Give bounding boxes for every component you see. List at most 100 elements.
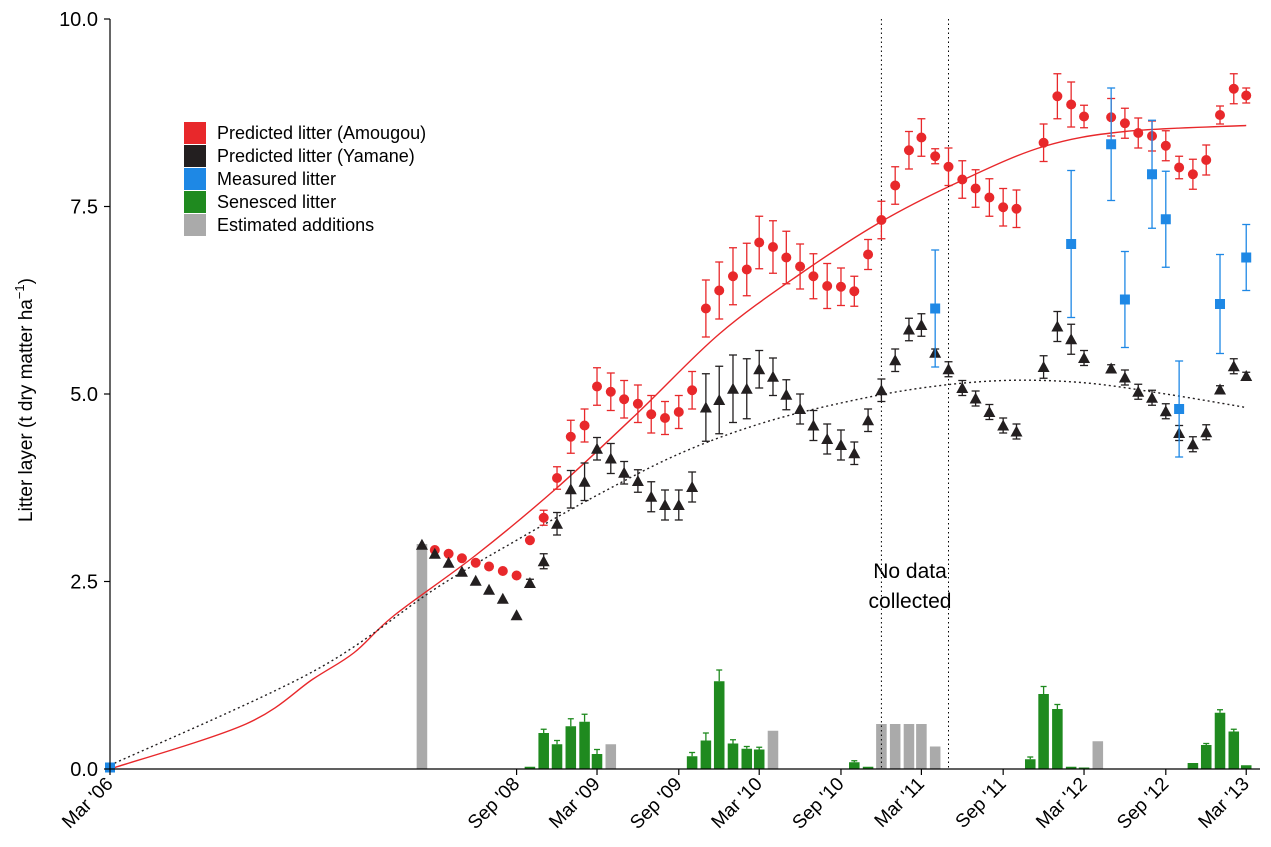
estimated-additions-bar — [876, 724, 887, 769]
predicted-litter-amougou-point — [903, 145, 914, 156]
senesced-litter-bar — [727, 743, 739, 769]
estimated-additions-bar — [929, 746, 941, 769]
predicted-litter-amougou-point — [524, 535, 535, 546]
senesced-litter-bar — [849, 762, 860, 769]
estimated-additions-bar — [416, 544, 428, 769]
legend-label: Estimated additions — [217, 215, 374, 235]
predicted-litter-amougou-point — [497, 566, 508, 576]
predicted-litter-yamane-point — [875, 384, 888, 396]
y-tick-label: 5.0 — [70, 384, 98, 406]
senesced-litter-bar — [700, 740, 712, 769]
predicted-litter-yamane-point — [1146, 391, 1159, 403]
predicted-litter-amougou-point — [1174, 162, 1185, 173]
predicted-litter-amougou-point — [714, 285, 725, 296]
predicted-litter-yamane-point — [537, 555, 550, 567]
predicted-litter-yamane-point — [889, 354, 902, 366]
predicted-litter-yamane-point — [807, 419, 820, 431]
predicted-litter-yamane-point — [1186, 438, 1199, 450]
predicted-litter-amougou-point — [943, 161, 954, 172]
senesced-litter-bar — [1187, 763, 1199, 769]
senesced-litter-bar — [591, 754, 603, 769]
predicted-litter-amougou-point — [646, 409, 657, 420]
y-axis-label-superscript: −1 — [12, 284, 27, 299]
predicted-litter-yamane-point — [469, 574, 482, 586]
x-tick-label: Sep '11 — [952, 774, 1011, 833]
predicted-litter-amougou-point — [1201, 155, 1212, 165]
legend: Predicted litter (Amougou) Predicted litt… — [184, 122, 426, 236]
predicted-litter-yamane-point — [753, 363, 766, 375]
yamane-fit-curve — [109, 379, 1247, 766]
x-tick-label: Mar '11 — [871, 774, 929, 832]
legend-swatch — [184, 168, 206, 190]
measured-litter-point — [1215, 299, 1226, 309]
predicted-litter-amougou-point — [1133, 128, 1144, 138]
senesced-litter-bar — [686, 756, 698, 769]
bar-layer — [416, 544, 1252, 769]
predicted-litter-yamane-point — [1159, 405, 1172, 417]
predicted-litter-yamane-point — [523, 577, 536, 588]
predicted-litter-amougou-point — [1241, 90, 1252, 101]
predicted-litter-amougou-point — [876, 215, 887, 225]
predicted-litter-amougou-point — [619, 394, 630, 405]
estimated-additions-bar — [889, 724, 901, 769]
predicted-litter-yamane-point — [578, 475, 591, 487]
predicted-litter-amougou-point — [538, 512, 549, 523]
predicted-litter-yamane-point — [1105, 362, 1118, 374]
legend-swatch — [184, 191, 206, 213]
predicted-litter-yamane-point — [699, 401, 712, 413]
predicted-litter-amougou-point — [727, 271, 738, 282]
predicted-litter-yamane-point — [415, 538, 428, 550]
predicted-litter-amougou-point — [741, 264, 752, 275]
measured-litter-point — [1066, 239, 1077, 249]
predicted-litter-yamane-point — [659, 499, 672, 510]
predicted-litter-amougou-point — [484, 561, 495, 572]
predicted-litter-yamane-point — [591, 442, 604, 454]
predicted-litter-amougou-point — [1215, 110, 1226, 120]
predicted-litter-yamane-point — [551, 517, 564, 529]
predicted-litter-yamane-point — [834, 439, 847, 450]
predicted-litter-yamane-point — [821, 433, 834, 444]
senesced-litter-bar — [551, 744, 563, 769]
predicted-litter-yamane-point — [1132, 385, 1145, 397]
x-tick-label: Sep '12 — [1113, 774, 1173, 834]
predicted-litter-yamane-point — [1118, 371, 1131, 383]
x-tick-label: Mar '09 — [545, 774, 604, 833]
predicted-litter-amougou-point — [605, 386, 616, 397]
x-tick-label: Mar '13 — [1195, 774, 1254, 833]
predicted-litter-amougou-point — [795, 261, 806, 272]
predicted-litter-yamane-point — [618, 466, 631, 478]
y-tick-label: 2.5 — [70, 572, 98, 594]
y-axis-label: Litter layer (t dry matter ha−1) — [12, 278, 37, 522]
predicted-litter-amougou-point — [849, 286, 860, 297]
senesced-litter-bar — [1200, 745, 1212, 769]
predicted-litter-amougou-point — [781, 252, 792, 263]
predicted-litter-amougou-point — [1187, 169, 1198, 180]
fit-curve-layer — [109, 124, 1247, 770]
predicted-litter-amougou-point — [687, 385, 698, 396]
senesced-litter-bar — [862, 766, 874, 769]
predicted-litter-yamane-point — [686, 481, 699, 492]
senesced-litter-bar — [1065, 766, 1077, 769]
predicted-litter-yamane-point — [983, 406, 996, 417]
predicted-litter-amougou-point — [673, 407, 684, 417]
predicted-litter-yamane-point — [631, 475, 644, 486]
predicted-litter-yamane-point — [496, 592, 509, 604]
estimated-additions-bar — [903, 724, 915, 769]
predicted-litter-amougou-point — [470, 557, 481, 568]
senesced-litter-bar — [713, 681, 725, 769]
predicted-litter-yamane-point — [956, 382, 969, 393]
predicted-litter-yamane-point — [645, 490, 658, 502]
legend-label: Senesced litter — [217, 192, 336, 212]
senesced-litter-bar — [538, 733, 549, 769]
predicted-litter-amougou-point — [1011, 203, 1022, 214]
predicted-litter-amougou-point — [970, 183, 981, 194]
legend-label: Measured litter — [217, 169, 336, 189]
predicted-litter-amougou-point — [632, 398, 643, 409]
predicted-litter-yamane-point — [604, 452, 617, 464]
predicted-litter-amougou-point — [767, 242, 778, 252]
senesced-litter-bar — [1038, 694, 1049, 769]
senesced-litter-bar — [1052, 709, 1063, 769]
point-layer — [105, 73, 1253, 773]
legend-swatch — [184, 214, 206, 236]
predicted-litter-amougou-point — [552, 473, 563, 483]
